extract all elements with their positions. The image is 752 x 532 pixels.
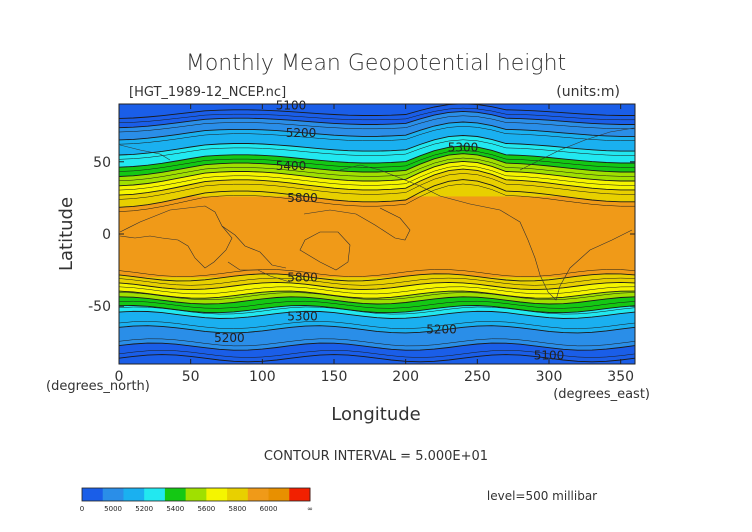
contour-line — [119, 157, 635, 182]
contour-line — [119, 160, 635, 187]
contour-line — [119, 126, 635, 145]
contour-interval-text: CONTOUR INTERVAL = 5.000E+01 — [264, 449, 488, 464]
contour-label: 5300 — [287, 309, 318, 323]
colorbar-swatch — [247, 488, 270, 501]
colorbar-swatch — [164, 488, 187, 501]
colorbar-tick-label: 5600 — [197, 505, 215, 513]
contour-line — [119, 306, 635, 315]
contour-line — [119, 321, 635, 329]
contour-line — [119, 173, 635, 200]
contour-labels: 5100 5200 5300 5400 5800 5800 5300 5200 5200 5100 — [214, 98, 564, 362]
x-unit-label: (degrees_east) — [553, 387, 650, 402]
contour-line — [119, 342, 635, 351]
contour-line — [119, 110, 635, 129]
x-axis-label: Longitude — [331, 404, 421, 425]
x-tick-label: 200 — [392, 369, 419, 385]
colorbar-swatch — [227, 488, 249, 501]
y-axis: -50 0 50 — [88, 155, 635, 315]
contour-line — [119, 168, 635, 196]
contour-label: 5300 — [448, 140, 479, 154]
contour-line — [119, 325, 635, 334]
contour-line — [119, 121, 635, 141]
contour-line — [119, 145, 635, 168]
contour-line — [119, 179, 635, 208]
contour-line — [119, 150, 635, 172]
x-tick-label: 50 — [182, 369, 200, 385]
colorbar-tick-label: 5800 — [229, 505, 247, 513]
contour-line — [119, 338, 635, 347]
x-tick-label: 100 — [249, 369, 276, 385]
colorbar-tick-label: 5400 — [166, 505, 184, 513]
colorbar-swatch — [123, 488, 145, 501]
contour-line — [119, 139, 635, 160]
x-tick-label: 350 — [607, 369, 634, 385]
y-unit-label: (degrees_north) — [46, 379, 150, 394]
contour-label: 5200 — [426, 322, 457, 336]
contour-line — [119, 354, 635, 363]
colorbar-swatch — [144, 488, 166, 501]
contour-line — [119, 350, 635, 358]
contour-line — [119, 273, 635, 282]
coastlines — [119, 127, 635, 301]
colorbar-frame — [81, 487, 311, 502]
colorbar-swatch — [268, 488, 290, 501]
contour-line — [119, 292, 635, 300]
contour-line — [119, 281, 635, 291]
contour-label: 5100 — [276, 98, 307, 112]
colorbar-tick-label: ∞ — [307, 505, 313, 513]
colorbar-swatch — [289, 488, 311, 501]
y-axis-label: Latitude — [56, 197, 77, 271]
x-tick-label: 0 — [115, 369, 124, 385]
contour-line — [119, 300, 635, 309]
colorbar-swatch — [185, 488, 207, 501]
colorbar-tick-label: 6000 — [260, 505, 278, 513]
contour-label: 5100 — [534, 348, 565, 362]
units-label: (units:m) — [556, 84, 620, 100]
colorbar: 0 5000 5200 5400 5600 5800 6000 ∞ — [80, 487, 313, 513]
plot-area — [119, 104, 635, 364]
colorbar-tick-label: 5000 — [104, 505, 122, 513]
contour-line — [119, 290, 635, 299]
colorbar-tick-label: 5200 — [135, 505, 153, 513]
contour-line — [119, 115, 635, 133]
y-tick-label: -50 — [88, 299, 111, 315]
file-label: [HGT_1989-12_NCEP.nc] — [129, 85, 286, 100]
x-tick-label: 250 — [464, 369, 491, 385]
contour-line — [119, 153, 635, 177]
colorbar-swatch — [206, 488, 228, 501]
contour-line — [119, 183, 635, 212]
y-tick-label: 0 — [102, 227, 111, 243]
x-axis: 0 50 100 150 200 250 300 350 — [115, 104, 634, 385]
x-tick-label: 150 — [321, 369, 348, 385]
contour-bands — [119, 104, 635, 364]
level-text: level=500 millibar — [487, 489, 597, 503]
colorbar-swatch — [102, 488, 124, 501]
contour-line — [119, 305, 635, 314]
y-tick-label: 50 — [93, 155, 111, 171]
x-tick-label: 300 — [536, 369, 563, 385]
band-south — [119, 343, 635, 364]
contour-line — [119, 286, 635, 295]
contour-label: 5400 — [276, 159, 307, 173]
contour-line — [119, 165, 635, 191]
chart-title: Monthly Mean Geopotential height — [186, 51, 566, 76]
contour-line — [119, 135, 635, 156]
contour-line — [119, 277, 635, 286]
contour-label: 5200 — [214, 331, 245, 345]
contour-line — [119, 310, 635, 319]
contour-label: 5800 — [287, 191, 318, 205]
contour-lines — [119, 104, 635, 363]
contour-label: 5200 — [286, 126, 317, 140]
contour-line — [119, 296, 635, 305]
colorbar-tick-label: 0 — [80, 505, 84, 513]
contour-line — [119, 107, 635, 123]
contour-label: 5800 — [287, 270, 318, 284]
contour-line — [119, 269, 635, 277]
colorbar-swatch — [82, 488, 104, 501]
contour-line — [119, 104, 635, 119]
